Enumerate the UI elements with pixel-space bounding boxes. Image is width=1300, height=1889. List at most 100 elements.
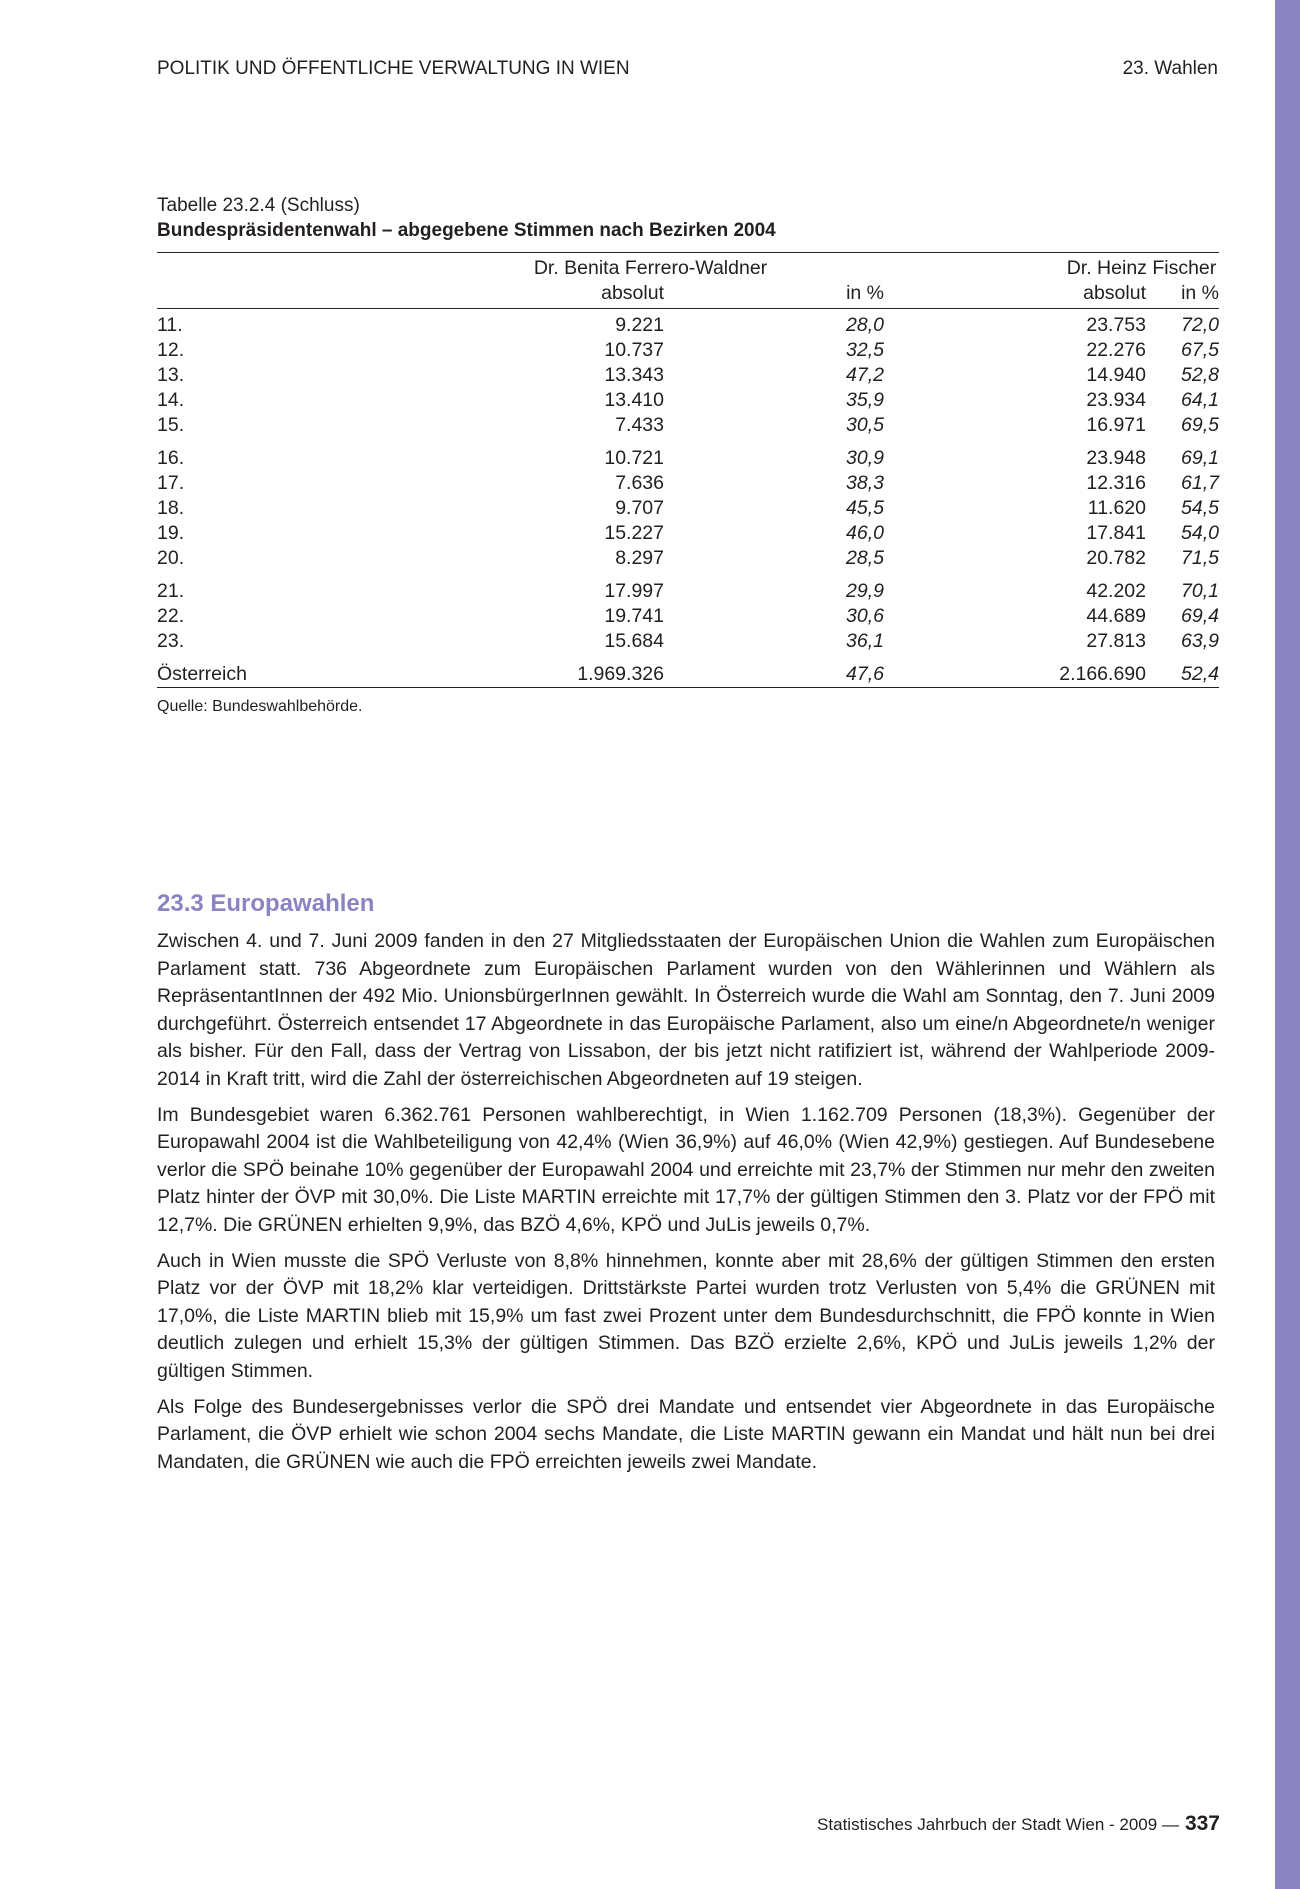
- table-row: 16. 10.721 30,9 23.948 69,1: [157, 446, 1219, 471]
- value-cell: 46,0: [846, 522, 884, 544]
- value-cell: 67,5: [1181, 339, 1219, 361]
- value-cell: 15.684: [604, 630, 664, 652]
- value-cell: 44.689: [1086, 605, 1146, 627]
- value-cell: 69,4: [1181, 605, 1219, 627]
- results-table: Dr. Benita Ferrero-Waldner Dr. Heinz Fis…: [157, 252, 1219, 688]
- value-cell: 9.707: [615, 497, 664, 519]
- value-cell: 29,9: [846, 580, 884, 602]
- value-cell: 32,5: [846, 339, 884, 361]
- value-cell: 42.202: [1086, 580, 1146, 602]
- side-color-bar: [1275, 0, 1300, 1889]
- value-cell: 54,0: [1181, 522, 1219, 544]
- column-header: in %: [1146, 281, 1219, 309]
- paragraph: Zwischen 4. und 7. Juni 2009 fanden in d…: [157, 930, 1215, 1090]
- district-cell: 21.: [157, 580, 185, 602]
- footer-text: Statistisches Jahrbuch der Stadt Wien - …: [817, 1815, 1179, 1834]
- table-row: 13. 13.343 47,2 14.940 52,8: [157, 363, 1219, 388]
- table-row: 21. 17.997 29,9 42.202 70,1: [157, 579, 1219, 604]
- value-cell: 16.971: [1086, 414, 1146, 436]
- candidate-header: Dr. Benita Ferrero-Waldner: [533, 257, 768, 279]
- value-cell: 7.636: [615, 472, 664, 494]
- value-cell: 47,2: [846, 364, 884, 386]
- value-cell: 23.948: [1086, 447, 1146, 469]
- value-cell: 54,5: [1181, 497, 1219, 519]
- column-header: in %: [664, 281, 884, 309]
- value-cell: 14.940: [1086, 364, 1146, 386]
- section-body: Zwischen 4. und 7. Juni 2009 fanden in d…: [157, 928, 1215, 1484]
- value-cell: 30,6: [846, 605, 884, 627]
- value-cell: 72,0: [1181, 314, 1219, 336]
- value-cell: 19.741: [604, 605, 664, 627]
- paragraph: Im Bundesgebiet waren 6.362.761 Personen…: [157, 1103, 1215, 1236]
- value-cell: 23.934: [1086, 389, 1146, 411]
- table-row: 15. 7.433 30,5 16.971 69,5: [157, 413, 1219, 438]
- table-row: 11. 9.221 28,0 23.753 72,0: [157, 309, 1219, 339]
- value-cell: 17.997: [604, 580, 664, 602]
- paragraph: Als Folge des Bundesergebnisses verlor d…: [157, 1395, 1215, 1473]
- district-cell: 11.: [157, 314, 183, 336]
- table-row: 22. 19.741 30,6 44.689 69,4: [157, 604, 1219, 629]
- table-row: 23. 15.684 36,1 27.813 63,9: [157, 629, 1219, 654]
- district-cell: 13.: [157, 364, 185, 386]
- value-cell: 2.166.690: [1059, 663, 1146, 685]
- value-cell: 20.782: [1086, 547, 1146, 569]
- value-cell: 13.410: [604, 389, 664, 411]
- paragraph: Auch in Wien musste die SPÖ Verluste von…: [157, 1249, 1215, 1382]
- section-heading: 23.3 Europawahlen: [157, 890, 375, 917]
- table-row: 19. 15.227 46,0 17.841 54,0: [157, 521, 1219, 546]
- value-cell: 28,0: [846, 314, 884, 336]
- value-cell: 10.737: [604, 339, 664, 361]
- value-cell: 36,1: [846, 630, 884, 652]
- district-cell: 15.: [157, 414, 185, 436]
- district-cell: 19.: [157, 522, 185, 544]
- value-cell: 17.841: [1086, 522, 1146, 544]
- district-cell: 12.: [157, 339, 185, 361]
- table-source: Quelle: Bundeswahlbehörde.: [157, 698, 363, 715]
- chapter-label: 23. Wahlen: [1122, 58, 1218, 79]
- value-cell: 69,5: [1181, 414, 1219, 436]
- value-cell: 35,9: [846, 389, 884, 411]
- value-cell: 28,5: [846, 547, 884, 569]
- table-title: Bundespräsidentenwahl – abgegebene Stimm…: [157, 220, 776, 241]
- value-cell: 7.433: [615, 414, 664, 436]
- district-cell: 18.: [157, 497, 185, 519]
- row-spacer: [157, 654, 1219, 662]
- candidate-header: Dr. Heinz Fischer: [1066, 257, 1217, 279]
- page-footer: Statistisches Jahrbuch der Stadt Wien - …: [700, 1812, 1220, 1836]
- row-spacer: [157, 438, 1219, 446]
- value-cell: 63,9: [1181, 630, 1219, 652]
- row-spacer: [157, 571, 1219, 579]
- value-cell: 10.721: [604, 447, 664, 469]
- table-caption: Tabelle 23.2.4 (Schluss): [157, 195, 360, 216]
- district-cell: 20.: [157, 547, 185, 569]
- district-cell: 17.: [157, 472, 185, 494]
- value-cell: 13.343: [604, 364, 664, 386]
- district-cell: Österreich: [157, 663, 247, 685]
- value-cell: 70,1: [1181, 580, 1219, 602]
- value-cell: 11.620: [1087, 497, 1146, 519]
- value-cell: 52,4: [1181, 663, 1219, 685]
- table-row: 20. 8.297 28,5 20.782 71,5: [157, 546, 1219, 571]
- value-cell: 27.813: [1086, 630, 1146, 652]
- value-cell: 69,1: [1181, 447, 1219, 469]
- table-row: 12. 10.737 32,5 22.276 67,5: [157, 338, 1219, 363]
- district-cell: 14.: [157, 389, 185, 411]
- value-cell: 47,6: [846, 663, 884, 685]
- column-header: absolut: [337, 281, 664, 309]
- district-cell: 23.: [157, 630, 185, 652]
- value-cell: 30,5: [846, 414, 884, 436]
- district-cell: 22.: [157, 605, 185, 627]
- page-number: 337: [1184, 1812, 1220, 1835]
- value-cell: 15.227: [604, 522, 664, 544]
- district-cell: 16.: [157, 447, 185, 469]
- value-cell: 1.969.326: [577, 663, 664, 685]
- value-cell: 22.276: [1086, 339, 1146, 361]
- value-cell: 38,3: [846, 472, 884, 494]
- column-header: absolut: [884, 281, 1146, 309]
- value-cell: 9.221: [615, 314, 664, 336]
- value-cell: 61,7: [1181, 472, 1219, 494]
- table-row: Österreich 1.969.326 47,6 2.166.690 52,4: [157, 662, 1219, 688]
- value-cell: 71,5: [1181, 547, 1219, 569]
- table-row: 14. 13.410 35,9 23.934 64,1: [157, 388, 1219, 413]
- running-header: POLITIK UND ÖFFENTLICHE VERWALTUNG IN WI…: [157, 58, 630, 79]
